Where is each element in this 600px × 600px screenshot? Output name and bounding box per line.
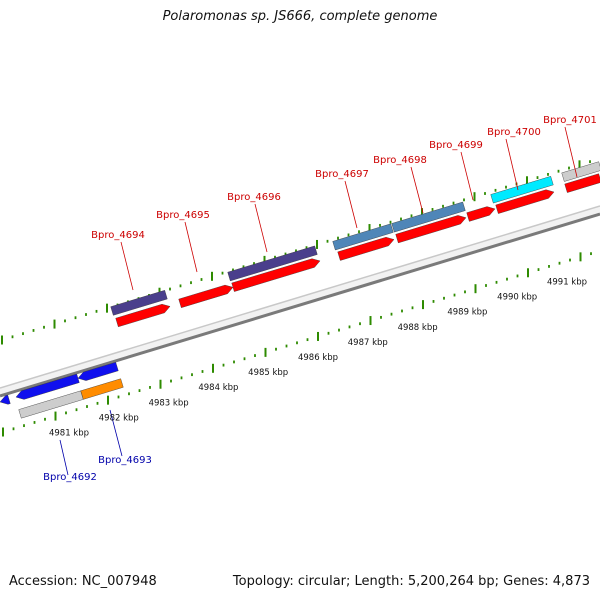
gene-label-bpro_4694: Bpro_4694 [91, 230, 145, 241]
kbp-label: 4990 kbp [497, 293, 537, 303]
map-title: Polaromonas sp. JS666, complete genome [162, 9, 438, 24]
leader-line [184, 221, 198, 273]
reverse-gene-feature [0, 394, 11, 405]
leader-line [59, 439, 69, 476]
kbp-label: 4984 kbp [198, 383, 238, 393]
leader-line [460, 151, 474, 201]
leader-line [344, 180, 358, 229]
kbp-label: 4983 kbp [149, 398, 189, 408]
cds-feature [231, 258, 321, 292]
reverse-gene-feature [77, 361, 119, 381]
gene-label-bpro_4696: Bpro_4696 [227, 192, 281, 203]
cds-feature [495, 189, 555, 214]
gene-label-bpro_4697: Bpro_4697 [315, 169, 369, 180]
label-leaders [59, 126, 578, 476]
gene-feature [110, 290, 168, 316]
gene-label-bpro_4699: Bpro_4699 [429, 140, 483, 151]
cds-feature [337, 236, 395, 261]
gene-feature [561, 161, 600, 182]
cds-feature [178, 284, 234, 308]
accession-text: Accession: NC_007948 [9, 574, 157, 589]
genome-stats-text: Topology: circular; Length: 5,200,264 bp… [232, 574, 590, 589]
leader-line [120, 241, 134, 291]
cds-feature [466, 206, 496, 222]
gene-label-bpro_4700: Bpro_4700 [487, 127, 541, 138]
kbp-label: 4988 kbp [398, 323, 438, 333]
kbp-labels: 4981 kbp 4982 kbp 4983 kbp 4984 kbp 4985 kbp… [49, 277, 587, 438]
gene-feature [227, 245, 318, 282]
cds-feature [564, 173, 600, 193]
leader-line [505, 138, 519, 191]
kbp-label: 4987 kbp [348, 338, 388, 348]
gene-labels: Bpro_4694 Bpro_4695 Bpro_4696 Bpro_4697 Bpro… [43, 115, 597, 483]
kbp-label: 4991 kbp [547, 277, 587, 287]
gene-label-bpro_4695: Bpro_4695 [156, 210, 210, 221]
gene-label-bpro_4692: Bpro_4692 [43, 472, 97, 483]
gene-feature [391, 201, 466, 233]
kbp-label: 4985 kbp [248, 368, 288, 378]
gene-label-bpro_4701: Bpro_4701 [543, 115, 597, 126]
cds-feature [395, 215, 467, 244]
leader-line [410, 166, 424, 214]
leader-line [254, 203, 268, 253]
lower-tick-track [2, 252, 592, 437]
genome-backbone [0, 205, 600, 398]
feature-track [0, 161, 600, 419]
cds-feature [115, 303, 171, 328]
kbp-label: 4981 kbp [49, 429, 89, 439]
reverse-gene-feature [80, 378, 124, 400]
leader-line [564, 126, 578, 178]
kbp-label: 4982 kbp [99, 413, 139, 423]
kbp-label: 4989 kbp [447, 308, 487, 318]
kbp-label: 4986 kbp [298, 353, 338, 363]
leader-line [109, 409, 123, 457]
gene-feature [490, 176, 554, 204]
gene-feature [332, 223, 394, 251]
gene-label-bpro_4693: Bpro_4693 [98, 455, 152, 466]
gene-label-bpro_4698: Bpro_4698 [373, 155, 427, 166]
